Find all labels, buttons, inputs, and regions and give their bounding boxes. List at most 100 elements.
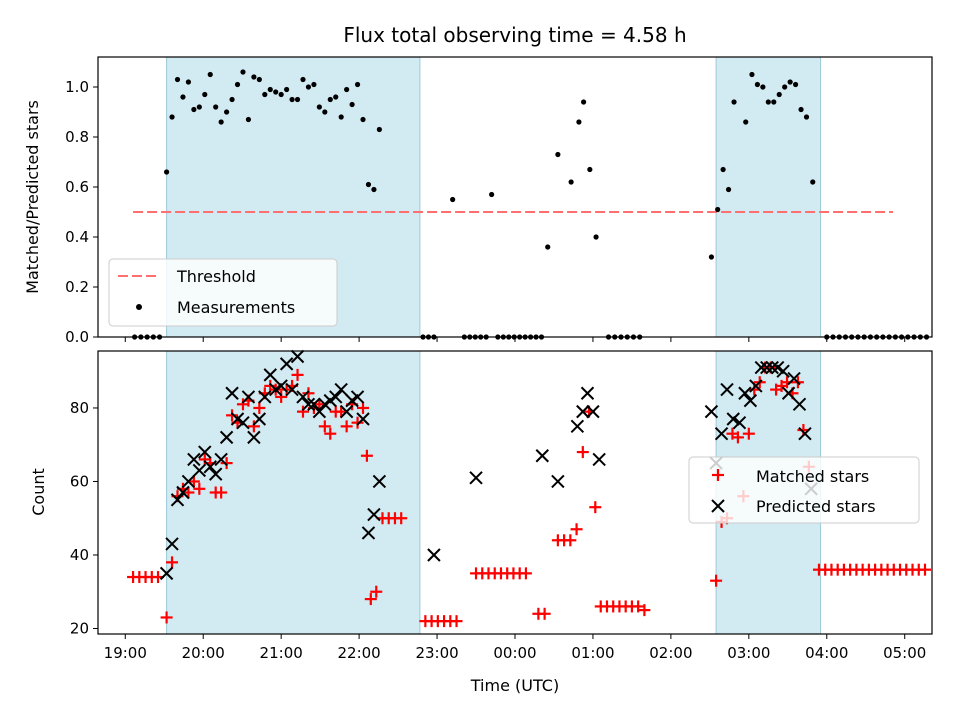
legend-matched-label: Matched stars <box>756 467 869 486</box>
predicted-point <box>219 430 234 445</box>
predicted-point <box>274 379 288 393</box>
measurement-point <box>202 91 208 98</box>
predicted-point <box>787 371 801 386</box>
y-tick-label: 0.0 <box>65 328 89 346</box>
predicted-point <box>187 452 201 467</box>
top-legend-box <box>108 258 338 327</box>
x-tick-label: 00:00 <box>493 644 536 662</box>
predicted-point <box>301 397 316 411</box>
measurement-point <box>749 71 755 78</box>
predicted-point <box>241 390 256 404</box>
x-tick-label: 19:00 <box>104 644 147 662</box>
y-tick-label: 0.2 <box>65 278 89 296</box>
matched-point <box>215 486 228 499</box>
predicted-point <box>356 412 370 426</box>
measurement-point <box>450 196 456 203</box>
measurement-point <box>760 84 766 90</box>
predicted-point <box>329 390 343 404</box>
measurement-point <box>580 99 587 105</box>
predicted-point <box>361 526 376 540</box>
predicted-point <box>312 404 327 419</box>
measurement-point <box>743 119 749 125</box>
y-tick-label: 0.6 <box>65 178 89 196</box>
legend-measurements-label: Measurements <box>177 298 295 317</box>
y-tick-label: 80 <box>70 399 89 417</box>
predicted-point <box>570 419 585 434</box>
legend-measurements-swatch <box>136 304 142 310</box>
measurement-point <box>787 79 793 85</box>
top-panel: 0.0 0.2 0.4 0.6 0.8 1.0 Matched/Predicted sta… <box>23 56 933 346</box>
y-tick-label: 1.0 <box>65 78 89 96</box>
measurement-point <box>163 169 170 175</box>
measurement-point <box>185 79 192 85</box>
predicted-point <box>720 382 734 397</box>
matched-point <box>351 416 364 429</box>
measurement-point <box>810 179 816 185</box>
y-tick-label: 0.4 <box>65 228 89 246</box>
measurement-point <box>169 114 175 120</box>
measurement-point <box>174 76 181 83</box>
measurement-point <box>792 81 799 88</box>
measurement-point <box>284 86 290 93</box>
matched-point <box>187 475 200 488</box>
predicted-point <box>535 449 549 463</box>
matched-point <box>742 427 755 440</box>
predicted-point <box>749 379 763 393</box>
measurement-point <box>300 76 306 83</box>
measurement-point <box>545 244 551 250</box>
x-tick-label: 03:00 <box>727 644 770 662</box>
predicted-point <box>296 390 310 404</box>
predicted-point <box>776 364 790 378</box>
measurement-point <box>333 94 339 100</box>
matched-point <box>275 390 288 403</box>
bottom-legend-box <box>688 456 920 524</box>
matched-point <box>313 398 326 411</box>
matched-point <box>318 420 331 433</box>
y-tick-label: 60 <box>70 472 89 490</box>
x-tick-label: 04:00 <box>805 644 848 662</box>
observing-window-1 <box>166 350 421 635</box>
predicted-point <box>754 360 769 375</box>
measurement-point <box>267 86 273 93</box>
matched-point <box>220 457 233 470</box>
predicted-point <box>208 467 223 481</box>
matched-point <box>576 446 589 459</box>
bottom-legend: Matched stars Predicted stars <box>688 456 920 524</box>
matched-point <box>918 563 931 576</box>
measurement-point <box>555 151 561 158</box>
measurement-point <box>489 191 495 198</box>
chart-title: Flux total observing time = 4.58 h <box>343 23 686 47</box>
measurement-point <box>782 84 788 90</box>
measurement-point <box>207 71 213 78</box>
measurement-point <box>576 119 582 125</box>
measurement-point <box>371 186 377 193</box>
measurement-point <box>771 99 777 105</box>
y-tick-label: 0.8 <box>65 128 89 146</box>
legend-matched-swatch <box>712 469 724 481</box>
legend-predicted-label: Predicted stars <box>756 497 876 516</box>
predicted-point <box>743 393 758 408</box>
predicted-point <box>170 493 185 507</box>
matched-point <box>291 368 304 381</box>
measurement-point <box>568 179 574 185</box>
measurement-point <box>720 166 726 173</box>
top-y-axis-label: Matched/Predicted stars <box>23 100 42 294</box>
predicted-point <box>252 412 267 426</box>
matched-point <box>302 387 315 400</box>
measurement-point <box>587 166 593 173</box>
predicted-point <box>334 382 348 397</box>
predicted-point <box>576 404 590 419</box>
predicted-point <box>798 426 812 441</box>
predicted-point <box>263 368 277 382</box>
predicted-point <box>159 566 174 581</box>
predicted-point <box>367 507 381 522</box>
matched-point <box>360 449 373 462</box>
predicted-point <box>165 537 179 551</box>
matched-point <box>335 405 348 418</box>
matched-point <box>357 401 370 414</box>
measurement-point <box>327 96 333 103</box>
measurement-point <box>213 104 219 110</box>
measurement-point <box>273 89 279 95</box>
bottom-y-axis-label: Count <box>29 468 48 516</box>
